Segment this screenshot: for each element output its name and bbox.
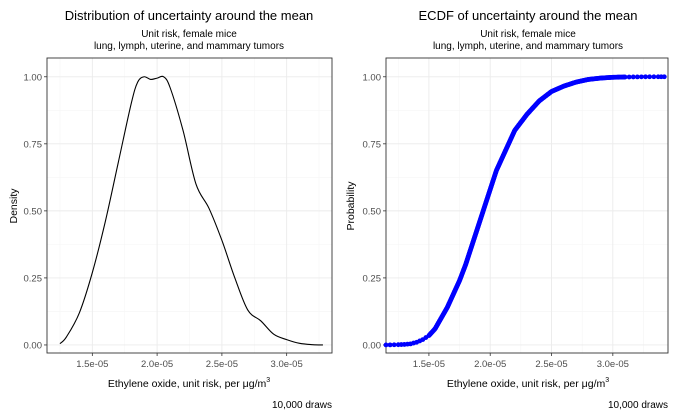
ecdf-chart-point: [634, 74, 640, 80]
density-chart-y-axis-title: Density: [8, 188, 20, 224]
ecdf-chart-y-tick-label: 0.75: [363, 139, 382, 150]
ecdf-chart-panel-border: [385, 57, 669, 354]
ecdf-chart-point: [651, 74, 657, 80]
density-chart-y-tick-label: 1.00: [24, 72, 43, 83]
ecdf-chart-point: [639, 74, 644, 80]
density-chart-x-tick-label: 3.0e-05: [271, 359, 303, 370]
density-chart-title: Distribution of uncertainty around the m…: [65, 8, 314, 23]
ecdf-chart-point: [643, 74, 648, 80]
ecdf-chart-point: [626, 74, 632, 80]
ecdf-chart-x-tick-label: 1.5e-05: [413, 359, 445, 370]
ecdf-chart-caption: 10,000 draws: [608, 400, 668, 411]
density-chart-subtitle-line1: Unit risk, female mice: [141, 29, 237, 40]
ecdf-chart-point: [661, 74, 667, 80]
ecdf-chart-x-axis-title: Ethylene oxide, unit risk, per μg/m3: [447, 377, 609, 390]
density-chart-y-tick-label: 0.50: [24, 206, 43, 217]
ecdf-chart-point: [630, 74, 636, 80]
density-chart-y-tick-label: 0.00: [24, 340, 43, 351]
density-chart-x-tick-label: 2.5e-05: [206, 359, 238, 370]
density-chart: Distribution of uncertainty around the m…: [8, 8, 333, 411]
ecdf-chart-title: ECDF of uncertainty around the mean: [419, 8, 638, 23]
ecdf-chart-x-tick-label: 2.0e-05: [474, 359, 506, 370]
ecdf-chart-y-tick-label: 1.00: [363, 72, 382, 83]
density-chart-y-tick-label: 0.25: [24, 273, 43, 284]
density-chart-x-tick-label: 1.5e-05: [76, 359, 108, 370]
ecdf-chart-y-tick-label: 0.00: [363, 340, 382, 351]
ecdf-chart-point: [391, 342, 397, 348]
ecdf-chart-y-tick-label: 0.25: [363, 273, 382, 284]
ecdf-chart-x-tick-label: 3.0e-05: [597, 359, 629, 370]
density-chart-subtitle-line2: lung, lymph, uterine, and mammary tumors: [94, 41, 284, 52]
ecdf-chart-subtitle-line1: Unit risk, female mice: [480, 29, 576, 40]
density-chart-panel-border: [46, 57, 333, 354]
ecdf-chart-point: [647, 74, 653, 80]
density-chart-y-tick-label: 0.75: [24, 139, 43, 150]
ecdf-chart-points: [383, 74, 667, 348]
ecdf-chart: ECDF of uncertainty around the mean Unit…: [345, 8, 669, 411]
density-chart-density-line: [59, 75, 323, 346]
density-chart-caption: 10,000 draws: [272, 400, 332, 411]
density-chart-x-axis-title: Ethylene oxide, unit risk, per μg/m3: [108, 377, 270, 390]
ecdf-chart-point: [387, 342, 393, 348]
ecdf-chart-y-axis-title: Probability: [345, 181, 357, 231]
density-chart-x-tick-label: 2.0e-05: [141, 359, 173, 370]
ecdf-chart-point: [622, 74, 628, 80]
ecdf-chart-x-tick-label: 2.5e-05: [535, 359, 567, 370]
ecdf-chart-y-tick-label: 0.50: [363, 206, 382, 217]
ecdf-chart-point: [383, 342, 389, 348]
ecdf-chart-subtitle-line2: lung, lymph, uterine, and mammary tumors: [433, 41, 623, 52]
